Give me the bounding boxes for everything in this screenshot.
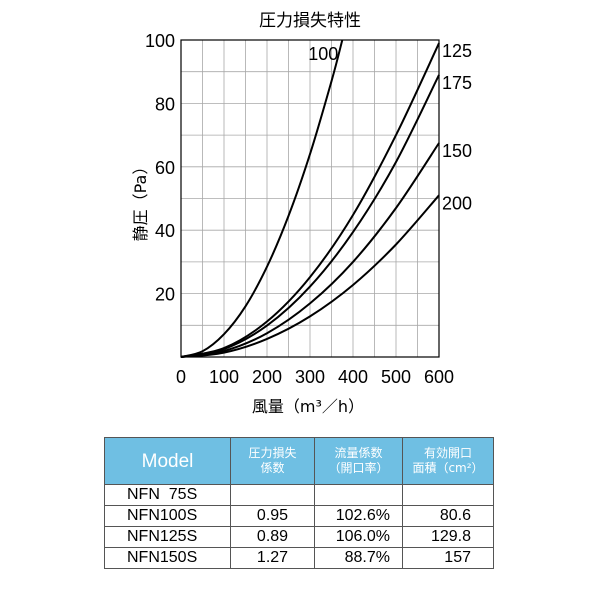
- cell-effective-area: 80.6: [402, 505, 494, 527]
- header-model: Model: [104, 437, 231, 485]
- cell-flow-coefficient: 88.7%: [314, 547, 403, 569]
- cell-pressure-loss: 0.95: [230, 505, 315, 527]
- table-header-row: Model 圧力損失 係数 流量係数 （開口率） 有効開口 面積（cm²）: [104, 437, 494, 485]
- header-line: （開口率）: [328, 461, 389, 475]
- x-tick-label: 500: [381, 367, 411, 387]
- y-tick-label: 20: [155, 285, 175, 305]
- series-label-100: 100: [308, 44, 338, 64]
- cell-effective-area: [402, 484, 494, 506]
- header-flow-coefficient: 流量係数 （開口率）: [314, 437, 403, 485]
- header-line: 面積（cm²）: [412, 461, 484, 475]
- cell-flow-coefficient: 102.6%: [314, 505, 403, 527]
- chart-grid: [181, 40, 439, 357]
- series-line-200: [180, 194, 440, 358]
- table-row: NFN 75S: [104, 484, 494, 506]
- table-row: NFN150S 1.27 88.7% 157: [104, 547, 494, 569]
- series-line-100: [180, 39, 344, 358]
- x-tick-label: 600: [424, 367, 454, 387]
- header-line: 係数: [260, 461, 285, 475]
- cell-model: NFN150S: [104, 547, 231, 569]
- pressure-loss-chart: 圧力損失特性 20 40 60 80 100 0 100 200 300 400 500 600 1…: [131, 11, 472, 416]
- series-line-175: [180, 74, 440, 358]
- series-label-125: 125: [442, 41, 472, 61]
- spec-table: Model 圧力損失 係数 流量係数 （開口率） 有効開口 面積（cm²） NF…: [104, 437, 494, 569]
- series-labels: 100 125 175 150 200: [308, 41, 472, 213]
- header-line: 圧力損失: [248, 446, 297, 460]
- y-tick-label: 80: [155, 94, 175, 114]
- series-line-150: [180, 142, 440, 358]
- x-axis-label: 風量（m³／h）: [252, 397, 364, 416]
- y-tick-label: 100: [145, 31, 175, 51]
- cell-pressure-loss: [230, 484, 315, 506]
- series-label-150: 150: [442, 141, 472, 161]
- cell-flow-coefficient: 106.0%: [314, 526, 403, 548]
- series-label-175: 175: [442, 73, 472, 93]
- cell-flow-coefficient: [314, 484, 403, 506]
- cell-effective-area: 129.8: [402, 526, 494, 548]
- x-tick-label: 400: [338, 367, 368, 387]
- chart-series: [180, 39, 440, 358]
- header-effective-area: 有効開口 面積（cm²）: [402, 437, 494, 485]
- x-tick-label: 200: [252, 367, 282, 387]
- y-axis-ticks: 20 40 60 80 100: [145, 31, 175, 305]
- x-axis-ticks: 0 100 200 300 400 500 600: [176, 367, 454, 387]
- table-row: NFN100S 0.95 102.6% 80.6: [104, 505, 494, 527]
- cell-model: NFN125S: [104, 526, 231, 548]
- y-tick-label: 60: [155, 158, 175, 178]
- cell-effective-area: 157: [402, 547, 494, 569]
- header-pressure-loss-coefficient: 圧力損失 係数: [230, 437, 315, 485]
- x-tick-label: 0: [176, 367, 186, 387]
- cell-model: NFN100S: [104, 505, 231, 527]
- cell-model: NFN 75S: [104, 484, 231, 506]
- y-tick-label: 40: [155, 221, 175, 241]
- chart-title: 圧力損失特性: [259, 11, 361, 31]
- cell-pressure-loss: 1.27: [230, 547, 315, 569]
- x-tick-label: 100: [209, 367, 239, 387]
- series-label-200: 200: [442, 193, 472, 213]
- header-line: 流量係数: [334, 446, 383, 460]
- cell-pressure-loss: 0.89: [230, 526, 315, 548]
- x-tick-label: 300: [295, 367, 325, 387]
- table-row: NFN125S 0.89 106.0% 129.8: [104, 526, 494, 548]
- y-axis-label: 静圧（Pa）: [131, 159, 150, 242]
- header-line: 有効開口: [423, 446, 472, 460]
- header-model-label: Model: [141, 450, 194, 472]
- plot-frame: [180, 39, 440, 358]
